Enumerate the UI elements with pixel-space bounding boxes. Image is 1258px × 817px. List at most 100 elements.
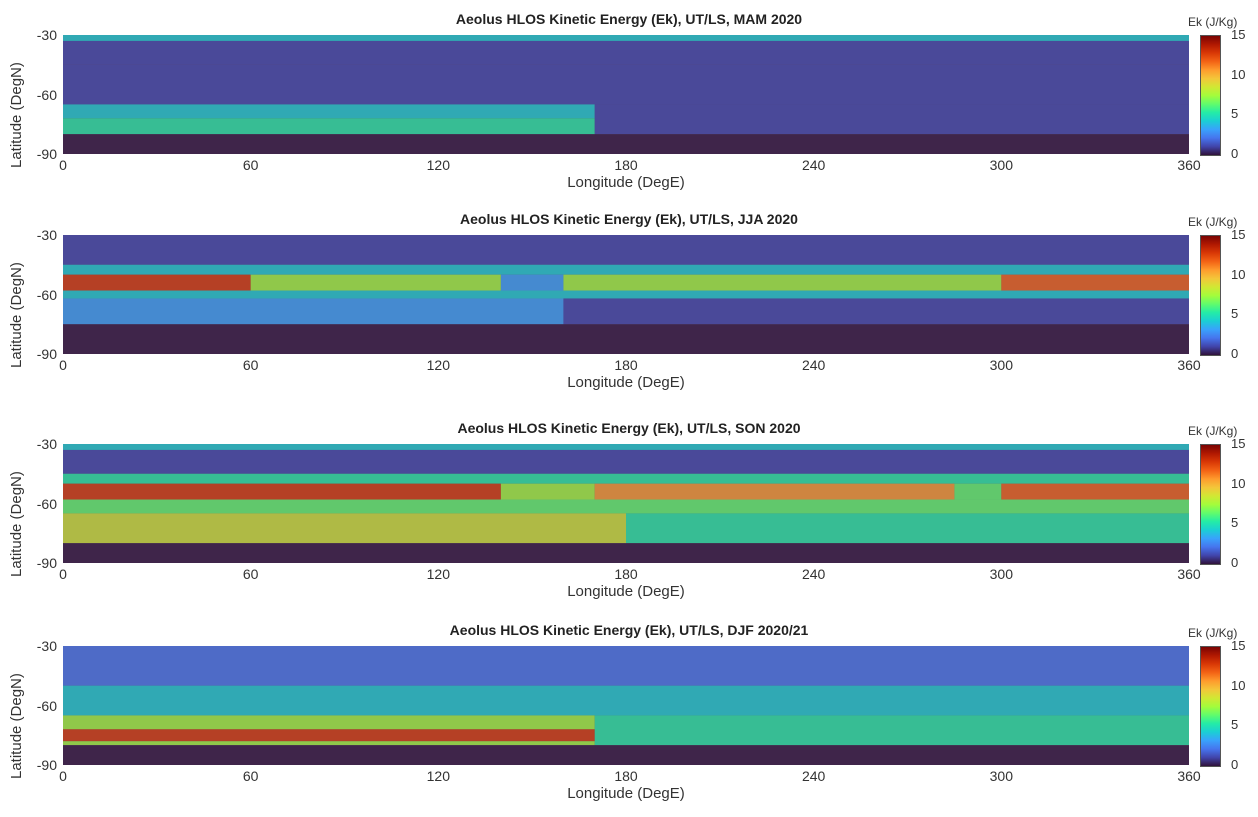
heatmap-cell xyxy=(63,324,1189,354)
colorbar-tick-label: 10 xyxy=(1231,66,1246,82)
x-tick-label: 120 xyxy=(426,357,450,373)
chart-title: Aeolus HLOS Kinetic Energy (Ek), UT/LS, … xyxy=(457,420,801,436)
heatmap-cell xyxy=(954,483,1002,500)
y-axis-label: Latitude (DegN) xyxy=(8,471,25,577)
y-tick-label: -30 xyxy=(36,227,57,243)
heatmap-cell xyxy=(63,499,1189,514)
heatmap-tint xyxy=(63,646,1189,765)
x-tick-label: 60 xyxy=(242,566,259,582)
colorbar-tick-label: 15 xyxy=(1231,638,1246,653)
chart-title: Aeolus HLOS Kinetic Energy (Ek), UT/LS, … xyxy=(455,11,803,27)
heatmap-plot xyxy=(63,35,1189,154)
heatmap-cell xyxy=(250,274,501,291)
colorbar-title: Ek (J/Kg) xyxy=(1188,215,1238,229)
heatmap-cell xyxy=(63,118,595,135)
y-tick-label: -90 xyxy=(36,757,57,773)
y-tick-label: -90 xyxy=(36,555,57,571)
x-tick-label: 300 xyxy=(989,566,1013,582)
colorbar-title: Ek (J/Kg) xyxy=(1188,424,1238,438)
colorbar-tick-label: 10 xyxy=(1231,266,1246,282)
colorbar-tick-label: 5 xyxy=(1231,306,1239,322)
heatmap-cell xyxy=(63,513,626,544)
heatmap-cell xyxy=(63,685,1189,716)
heatmap-cell xyxy=(63,104,595,119)
heatmap-cell xyxy=(63,64,1189,105)
x-axis-label: Longitude (DegE) xyxy=(567,583,685,600)
chart-title: Aeolus HLOS Kinetic Energy (Ek), UT/LS, … xyxy=(449,622,809,638)
heatmap-cell xyxy=(594,715,1189,746)
heatmap-cell xyxy=(500,483,595,500)
colorbar xyxy=(1200,35,1221,156)
x-tick-label: 300 xyxy=(989,357,1013,373)
x-tick-label: 0 xyxy=(59,357,67,373)
heatmap-cell xyxy=(63,745,1189,765)
x-tick-label: 180 xyxy=(614,157,638,173)
colorbar-title: Ek (J/Kg) xyxy=(1188,626,1238,640)
heatmap-cell xyxy=(63,264,1189,275)
colorbar-tick-label: 0 xyxy=(1231,555,1239,570)
colorbar-tick-label: 10 xyxy=(1231,475,1246,491)
y-tick-label: -30 xyxy=(36,436,57,452)
x-tick-label: 300 xyxy=(989,157,1013,173)
heatmap-plot xyxy=(63,235,1189,354)
heatmap-cell xyxy=(63,473,1189,484)
y-axis-label: Latitude (DegN) xyxy=(8,262,25,368)
heatmap-cell xyxy=(63,134,1189,154)
heatmap-tint xyxy=(63,444,1189,563)
heatmap-cell xyxy=(63,35,1189,41)
colorbar xyxy=(1200,444,1221,565)
x-tick-label: 0 xyxy=(59,566,67,582)
heatmap-svg xyxy=(63,444,1189,563)
heatmap-cell xyxy=(563,298,1189,325)
x-tick-label: 360 xyxy=(1177,157,1201,173)
heatmap-cell xyxy=(63,444,1189,450)
x-tick-label: 120 xyxy=(426,157,450,173)
heatmap-cell xyxy=(63,646,1189,686)
y-tick-label: -60 xyxy=(36,86,57,103)
heatmap-cell xyxy=(63,290,1189,299)
x-tick-label: 240 xyxy=(801,357,826,373)
heatmap-cell xyxy=(563,274,1002,291)
heatmap-cell xyxy=(63,449,1189,474)
x-tick-label: 60 xyxy=(242,357,259,373)
x-tick-label: 0 xyxy=(59,157,67,173)
colorbar-tick-label: 5 xyxy=(1231,717,1239,733)
heatmap-cell xyxy=(63,274,251,291)
heatmap-cell xyxy=(63,235,1189,265)
heatmap-svg xyxy=(63,235,1189,354)
heatmap-cell xyxy=(63,729,595,742)
x-tick-label: 360 xyxy=(1177,357,1201,373)
colorbar-tick-label: 5 xyxy=(1231,106,1239,122)
x-tick-label: 120 xyxy=(426,768,450,784)
x-tick-label: 0 xyxy=(59,768,67,784)
y-tick-label: -30 xyxy=(36,27,57,43)
y-tick-label: -60 xyxy=(36,495,57,512)
x-tick-label: 60 xyxy=(242,768,259,784)
colorbar-tick-label: 10 xyxy=(1231,677,1246,693)
colorbar-title: Ek (J/Kg) xyxy=(1188,15,1238,29)
x-tick-label: 360 xyxy=(1177,566,1201,582)
heatmap-cell xyxy=(594,483,955,500)
x-axis-label: Longitude (DegE) xyxy=(567,374,685,391)
colorbar xyxy=(1200,646,1221,767)
colorbar-tick-label: 5 xyxy=(1231,515,1239,531)
heatmap-cell xyxy=(63,741,595,746)
heatmap-svg xyxy=(63,646,1189,765)
heatmap-cell xyxy=(63,40,626,65)
heatmap-cell xyxy=(626,513,1189,544)
heatmap-plot xyxy=(63,646,1189,765)
x-tick-label: 180 xyxy=(614,357,638,373)
colorbar-tick-label: 0 xyxy=(1231,346,1239,361)
heatmap-tint xyxy=(63,35,1189,154)
heatmap-plot xyxy=(63,444,1189,563)
x-tick-label: 240 xyxy=(801,768,826,784)
heatmap-cell xyxy=(500,274,564,291)
chart-title: Aeolus HLOS Kinetic Energy (Ek), UT/LS, … xyxy=(460,211,798,227)
y-axis-label: Latitude (DegN) xyxy=(8,673,25,779)
y-tick-label: -90 xyxy=(36,146,57,162)
heatmap-cell xyxy=(63,298,564,325)
colorbar xyxy=(1200,235,1221,356)
x-axis-label: Longitude (DegE) xyxy=(567,785,685,802)
x-tick-label: 240 xyxy=(801,566,826,582)
